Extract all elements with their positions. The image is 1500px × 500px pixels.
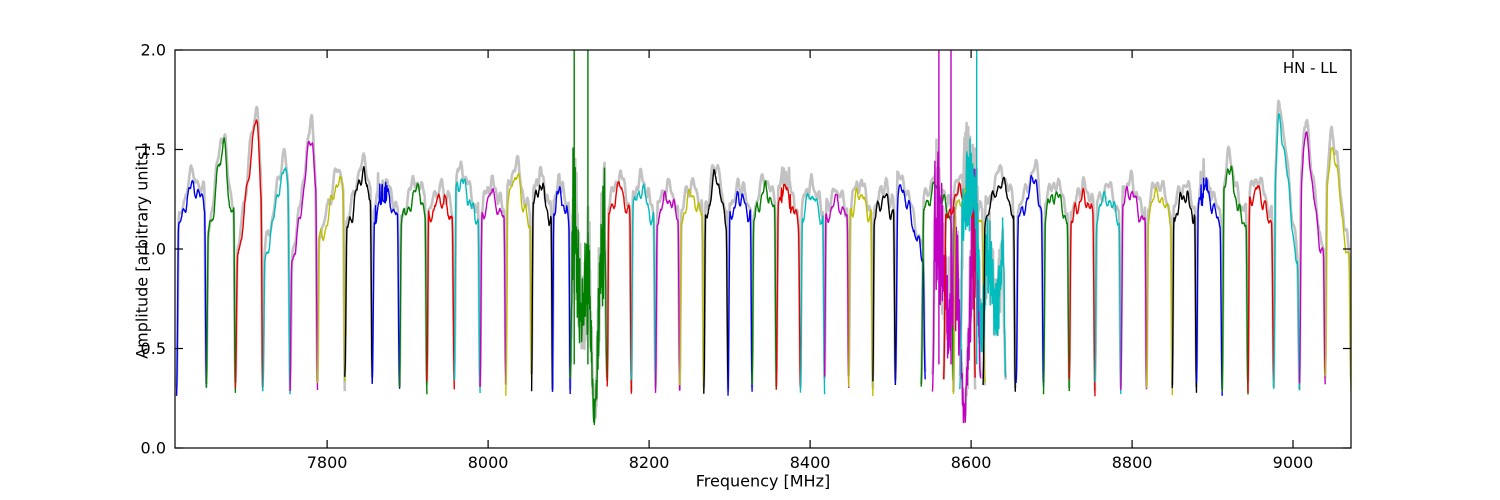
spw-curve-c bbox=[262, 167, 291, 395]
spw-curve-b bbox=[1195, 177, 1223, 396]
spw-curve-b bbox=[551, 186, 571, 395]
spw-shadow bbox=[1246, 176, 1275, 388]
spw-shadow bbox=[1323, 125, 1351, 380]
spw-curve-c bbox=[630, 183, 657, 382]
spw-curve-m bbox=[823, 193, 850, 388]
spw-shadow bbox=[261, 147, 292, 391]
spw-shadow bbox=[1068, 176, 1097, 391]
spw-shadow bbox=[726, 177, 754, 392]
spw-shadow bbox=[847, 178, 875, 389]
spw-curve-g bbox=[751, 180, 777, 390]
y-tick-labels: 0.0 0.5 1.0 1.5 2.0 bbox=[141, 41, 166, 458]
spw-curve-g bbox=[398, 183, 428, 395]
spw-shadow bbox=[1220, 145, 1250, 390]
spw-shadow bbox=[1093, 181, 1123, 388]
spw-curve-k bbox=[530, 182, 554, 392]
spw-curve-b bbox=[371, 181, 401, 389]
x-tick-label: 7800 bbox=[307, 453, 348, 472]
x-tick-labels: 7800 8000 8200 8400 8600 8800 9000 bbox=[307, 453, 1314, 472]
spw-curve-y bbox=[316, 175, 346, 384]
y-tick-label: 2.0 bbox=[141, 41, 166, 60]
spw-curve-g bbox=[1221, 165, 1249, 395]
spw-shadow bbox=[799, 172, 826, 389]
correlation-label: HN - LL bbox=[1282, 59, 1337, 77]
spw-curve-c bbox=[1094, 190, 1122, 395]
spw-curve-k bbox=[872, 193, 897, 386]
spw-shadow bbox=[1171, 179, 1198, 386]
spw-shadow bbox=[530, 165, 554, 385]
spw-shadow bbox=[630, 167, 657, 392]
x-tick-label: 8400 bbox=[790, 453, 831, 472]
x-axis-label: Frequency [MHz] bbox=[695, 471, 831, 491]
spw-shadow bbox=[316, 167, 347, 392]
spw-curve-b bbox=[175, 179, 208, 396]
spw-shadow bbox=[453, 160, 482, 387]
x-ticks bbox=[326, 50, 1294, 448]
spw-curve-c bbox=[959, 138, 1007, 390]
x-tick-label: 8200 bbox=[629, 453, 670, 472]
x-tick-label: 8600 bbox=[951, 453, 992, 472]
spw-curve-m bbox=[654, 190, 681, 393]
spw-curve-k bbox=[703, 169, 729, 394]
spw-curve-r bbox=[606, 181, 633, 394]
spw-curve-y bbox=[1324, 147, 1351, 391]
x-tick-label: 8000 bbox=[468, 453, 509, 472]
y-ticks bbox=[175, 49, 1351, 449]
spw-shadow bbox=[234, 105, 264, 388]
spectral-curves bbox=[175, 50, 1351, 426]
spw-curve-g bbox=[1042, 191, 1070, 395]
spw-shadow bbox=[605, 169, 633, 381]
spw-curve-b bbox=[894, 184, 926, 384]
spw-curve-c bbox=[799, 192, 826, 395]
x-tick-label: 8800 bbox=[1112, 453, 1153, 472]
y-tick-label: 0.5 bbox=[141, 339, 166, 358]
spw-shadow bbox=[478, 174, 508, 386]
spw-curve-y bbox=[848, 187, 874, 397]
spw-curve-c bbox=[1273, 112, 1301, 391]
y-tick-label: 1.0 bbox=[141, 240, 166, 259]
spw-curve-b bbox=[727, 190, 753, 396]
spw-curve-y bbox=[505, 172, 533, 396]
y-tick-label: 0.0 bbox=[141, 439, 166, 458]
spw-curve-r bbox=[1068, 187, 1096, 397]
spw-shadow bbox=[205, 133, 237, 383]
spw-curve-c bbox=[453, 178, 481, 394]
spw-shadow bbox=[175, 164, 208, 389]
y-tick-label: 1.5 bbox=[141, 140, 166, 159]
spw-curve-y bbox=[1145, 187, 1173, 396]
spw-shadow bbox=[981, 164, 1017, 389]
spw-curve-m bbox=[479, 188, 507, 388]
spw-shadow bbox=[1298, 118, 1327, 390]
spw-curve-r bbox=[426, 193, 455, 390]
spw-curve-k bbox=[982, 176, 1016, 392]
x-tick-label: 9000 bbox=[1273, 453, 1314, 472]
spw-shadow bbox=[1042, 177, 1071, 389]
spw-curve-k bbox=[1171, 190, 1198, 393]
spw-curve-k bbox=[344, 166, 373, 383]
spw-curve-y bbox=[679, 188, 705, 395]
spw-curve-m bbox=[1298, 131, 1326, 385]
spw-curve-m bbox=[1120, 185, 1148, 391]
spw-curve-r bbox=[775, 183, 802, 390]
y-axis-label: Amplitude [arbitrary units] bbox=[132, 145, 152, 359]
spw-curve-m bbox=[289, 140, 319, 392]
spw-shadow bbox=[504, 154, 533, 385]
spw-shadow bbox=[1272, 99, 1301, 382]
spw-curve-g bbox=[569, 147, 608, 426]
spw-curve-g bbox=[205, 137, 237, 393]
spw-shadow bbox=[370, 172, 401, 387]
spw-shadow bbox=[425, 177, 456, 385]
spw-curve-r bbox=[1247, 185, 1275, 393]
spw-curve-b bbox=[1015, 174, 1045, 387]
spw-shadow bbox=[1195, 157, 1224, 388]
spw-shadow bbox=[288, 113, 319, 383]
spw-curve-r bbox=[234, 119, 264, 391]
